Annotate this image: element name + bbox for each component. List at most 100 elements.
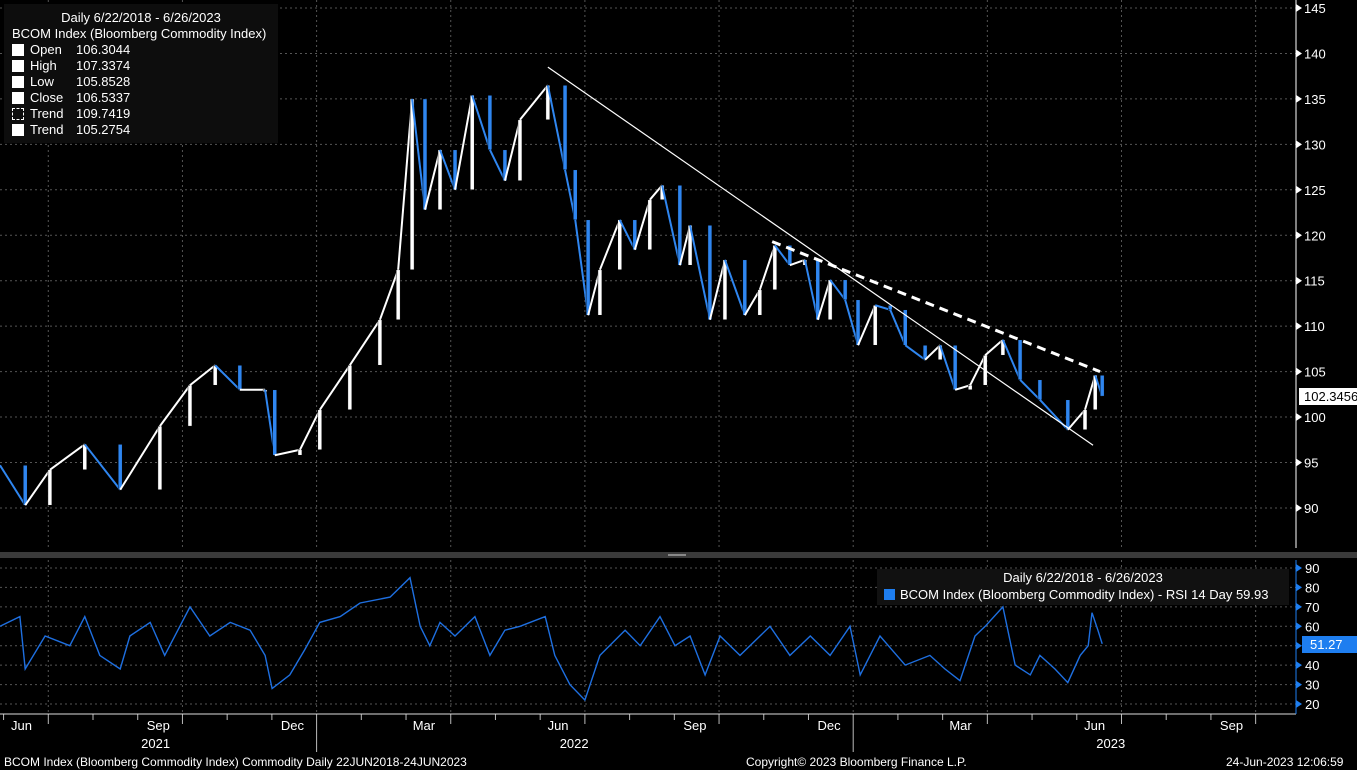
y-tick: [1296, 231, 1302, 240]
price-segment: [503, 119, 521, 181]
y-tick-label: 145: [1304, 1, 1326, 16]
price-segment: [789, 258, 806, 267]
footer-security: BCOM Index (Bloomberg Commodity Index) C…: [4, 755, 467, 769]
y-tick-label: 90: [1304, 501, 1318, 516]
price-candle: [827, 279, 833, 321]
price-candle: [237, 364, 243, 391]
swatch-icon: [12, 124, 24, 136]
price-segment: [454, 95, 474, 190]
price-segment: [489, 149, 506, 182]
y-tick-label: 95: [1304, 456, 1318, 471]
price-candle: [677, 185, 683, 266]
y-tick-label: 130: [1304, 137, 1326, 152]
price-candle: [317, 409, 323, 451]
price-candle: [517, 119, 523, 181]
price-segment: [969, 354, 987, 386]
price-candle: [487, 95, 493, 151]
month-label: Jun: [11, 718, 32, 733]
y-tick: [1296, 413, 1302, 422]
price-candle: [952, 344, 958, 391]
price-segment: [904, 344, 926, 361]
price-segment: [378, 269, 400, 321]
price-candle: [22, 464, 28, 506]
price-segment: [954, 384, 971, 391]
month-label: Sep: [147, 718, 170, 733]
rsi-tick-label: 20: [1305, 697, 1319, 712]
price-segment: [49, 443, 86, 471]
y-tick-label: 100: [1304, 410, 1326, 425]
price-segment: [758, 244, 776, 291]
year-label: 2023: [1096, 736, 1125, 751]
last-rsi-tag: 51.27: [1302, 636, 1357, 653]
price-candle: [157, 425, 163, 491]
y-tick-label: 115: [1304, 274, 1325, 289]
price-candle: [872, 304, 878, 346]
year-label: 2021: [141, 736, 170, 751]
month-label: Dec: [817, 718, 841, 733]
price-segment: [598, 219, 621, 271]
price-segment: [633, 199, 651, 251]
price-candle: [377, 319, 383, 366]
last-price-tag: 102.3456: [1299, 388, 1357, 405]
price-candle: [572, 169, 578, 221]
price-segment: [829, 279, 846, 301]
price-segment: [618, 219, 636, 251]
price-segment: [397, 98, 414, 270]
price-candle: [922, 344, 928, 361]
y-tick: [1296, 185, 1302, 194]
price-candle: [297, 449, 303, 456]
month-label: Sep: [683, 718, 706, 733]
price-candle: [757, 289, 763, 316]
rsi-tick-label: 80: [1305, 580, 1319, 595]
price-candle: [597, 269, 603, 316]
price-segment: [774, 244, 791, 266]
month-label: Dec: [281, 718, 305, 733]
price-segment: [274, 448, 301, 457]
price-candle: [1065, 399, 1071, 431]
y-tick-label: 140: [1304, 46, 1326, 61]
price-segment: [189, 364, 216, 387]
price-segment: [1067, 409, 1086, 431]
y-tick: [1296, 458, 1302, 467]
price-candle: [902, 309, 908, 346]
price-candle: [1099, 374, 1105, 397]
price-segment: [519, 84, 549, 121]
swatch-icon: [884, 589, 895, 600]
price-candle: [47, 469, 53, 506]
price-segment: [708, 259, 726, 321]
rsi-tick-label: 90: [1305, 561, 1319, 576]
price-segment: [424, 149, 441, 211]
rsi-tick-label: 70: [1305, 600, 1319, 615]
price-segment: [724, 259, 746, 316]
y-tick: [1296, 661, 1302, 670]
price-segment: [939, 344, 957, 391]
price-segment: [24, 469, 51, 506]
dashed-swatch-icon: [12, 108, 24, 120]
price-segment: [349, 319, 381, 366]
swatch-icon: [12, 60, 24, 72]
price-segment: [318, 364, 351, 411]
price-segment: [119, 425, 161, 491]
legend-row-high: High 107.3374: [4, 58, 278, 74]
price-candle: [347, 364, 353, 411]
price-candle: [212, 364, 218, 386]
price-segment: [159, 384, 191, 427]
price-candle: [1082, 409, 1088, 431]
price-candle: [707, 225, 713, 321]
month-label: Mar: [949, 718, 972, 733]
rsi-legend: Daily 6/22/2018 - 6/26/2023 BCOM Index (…: [877, 569, 1289, 605]
price-candle: [647, 199, 653, 251]
trendline-dashed: [771, 240, 1101, 373]
y-tick-label: 105: [1304, 365, 1326, 380]
price-candle: [562, 85, 568, 171]
price-candle: [842, 279, 848, 301]
y-tick: [1296, 583, 1302, 592]
price-segment: [689, 225, 711, 320]
y-tick: [1296, 602, 1302, 611]
price-candle: [1017, 339, 1023, 381]
price-candle: [117, 444, 123, 491]
legend-row-trend-solid: Trend 105.2754: [4, 122, 278, 138]
price-segment: [471, 94, 491, 151]
month-label: Jun: [1084, 718, 1105, 733]
